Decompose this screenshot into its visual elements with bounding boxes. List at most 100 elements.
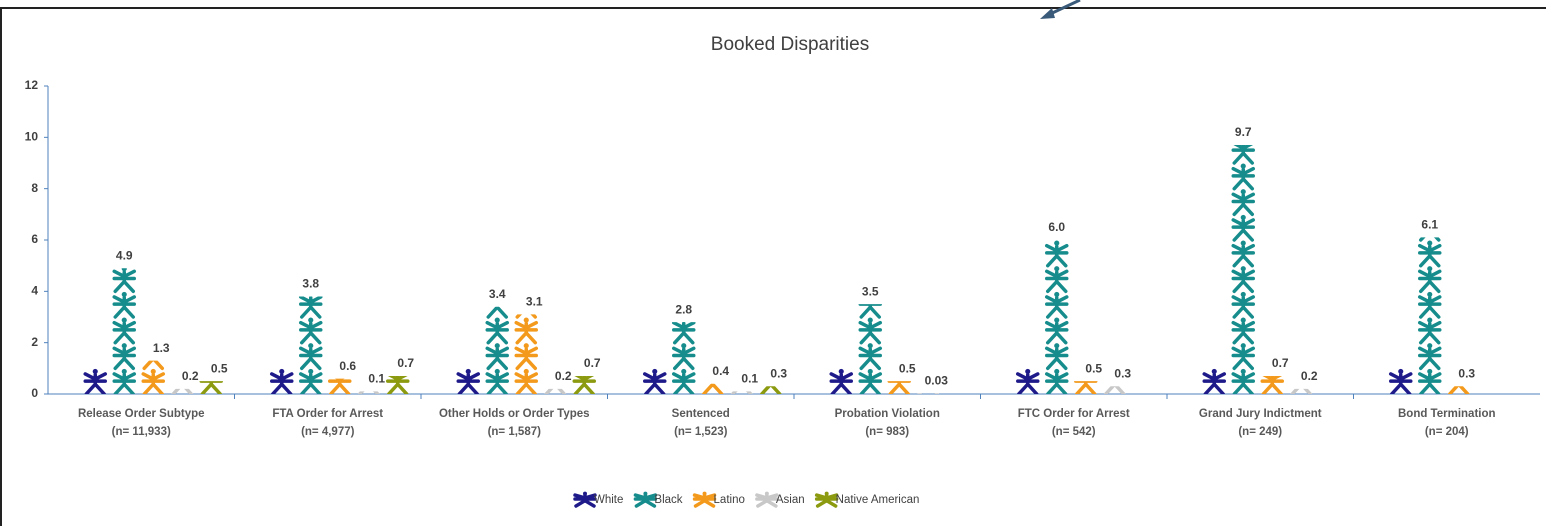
- data-label: 4.9: [116, 248, 133, 262]
- data-label: 6.0: [1048, 220, 1065, 234]
- data-label: 0.2: [182, 369, 199, 383]
- legend-label: Asian: [776, 494, 805, 506]
- legend-icon: [573, 491, 597, 508]
- icon-body: [1418, 372, 1442, 394]
- data-label: 0.2: [1301, 369, 1318, 383]
- icon-body: [1231, 269, 1255, 294]
- pictogram: [1202, 368, 1226, 395]
- icon-body: [573, 493, 597, 508]
- icon-head: [681, 368, 687, 374]
- x-tick-count: (n= 11,933): [112, 426, 171, 438]
- pictogram: [572, 376, 596, 394]
- frame: [0, 7, 1546, 526]
- icon-body: [1231, 166, 1255, 191]
- icon-body: [199, 381, 223, 394]
- legend-icon: [755, 491, 779, 508]
- pictogram: [328, 378, 352, 395]
- icon-head: [308, 317, 314, 323]
- pictogram: [299, 296, 323, 395]
- icon-body: [1418, 320, 1442, 345]
- y-tick-label: 0: [31, 386, 38, 400]
- icon-body: [83, 372, 107, 395]
- icon-head: [1240, 214, 1246, 220]
- icon-head: [652, 368, 658, 374]
- icon-body: [829, 372, 853, 395]
- icon-head: [1240, 266, 1246, 272]
- icon-body: [299, 296, 323, 319]
- icon-body: [456, 372, 480, 395]
- data-label: 2.8: [675, 302, 692, 316]
- icon-head: [494, 368, 500, 374]
- y-tick-label: 6: [31, 232, 38, 246]
- data-label: 9.7: [1235, 125, 1252, 139]
- legend-label: Black: [654, 494, 682, 506]
- icon-head: [121, 317, 127, 323]
- x-tick-count: (n= 983): [865, 426, 909, 438]
- icon-body: [299, 320, 323, 345]
- arrow-head: [1040, 8, 1055, 19]
- icon-body: [1045, 346, 1069, 371]
- icon-body: [1045, 372, 1069, 394]
- icon-head: [279, 368, 285, 374]
- data-label: 3.1: [526, 295, 543, 309]
- x-tick-label: Sentenced: [672, 408, 730, 420]
- data-label: 6.1: [1421, 218, 1438, 232]
- icon-head: [121, 268, 127, 272]
- icon-head: [92, 368, 98, 374]
- icon-body: [1231, 346, 1255, 371]
- icon-body: [672, 346, 696, 371]
- pictogram: [485, 306, 509, 395]
- icon-body: [112, 372, 136, 395]
- icon-head: [1240, 163, 1246, 169]
- icon-head: [1240, 317, 1246, 323]
- icon-head: [308, 368, 314, 374]
- icon-head: [1054, 343, 1060, 349]
- x-tick-label: Release Order Subtype: [78, 408, 205, 420]
- legend-icon: [814, 491, 839, 508]
- icon-head: [121, 291, 127, 297]
- icon-body: [1231, 243, 1255, 268]
- data-label: 1.3: [153, 341, 170, 355]
- icon-body: [112, 269, 136, 294]
- data-label: 0.3: [1458, 366, 1475, 380]
- icon-body: [858, 304, 882, 319]
- data-label: 0.3: [770, 366, 787, 380]
- icon-head: [1427, 291, 1433, 297]
- icon-body: [858, 320, 882, 345]
- icon-body: [299, 372, 323, 395]
- icon-head: [523, 368, 529, 374]
- icon-body: [514, 372, 538, 394]
- legend-icon: [633, 491, 658, 508]
- icon-head: [1240, 343, 1246, 349]
- icon-body: [1045, 320, 1069, 345]
- data-label: 0.5: [211, 361, 228, 375]
- icon-body: [672, 322, 696, 345]
- x-tick-label: Grand Jury Indictment: [1199, 408, 1322, 420]
- y-tick-label: 8: [31, 181, 38, 195]
- data-label: 0.3: [1114, 366, 1131, 380]
- icon-body: [1045, 295, 1069, 319]
- icon-body: [1389, 372, 1413, 395]
- icon-head: [465, 368, 471, 374]
- icon-head: [309, 296, 313, 297]
- data-label: 0.1: [741, 372, 758, 386]
- data-label: 0.2: [555, 369, 572, 383]
- x-tick-label: FTC Order for Arrest: [1018, 408, 1130, 420]
- icon-head: [121, 368, 127, 374]
- icon-body: [672, 372, 696, 394]
- data-label: 3.5: [862, 284, 879, 298]
- pictogram: [83, 368, 107, 395]
- icon-head: [1054, 291, 1060, 297]
- icon-body: [1260, 376, 1284, 394]
- icon-body: [328, 378, 352, 395]
- y-tick-label: 2: [31, 335, 38, 349]
- x-tick-label: Probation Violation: [835, 408, 940, 420]
- chart-title: Booked Disparities: [711, 34, 869, 55]
- icon-head: [1240, 368, 1246, 374]
- icon-body: [572, 376, 596, 394]
- legend-label: Latino: [714, 494, 745, 506]
- pictogram: [456, 368, 480, 395]
- icon-body: [1231, 192, 1255, 217]
- y-tick-label: 10: [25, 130, 39, 144]
